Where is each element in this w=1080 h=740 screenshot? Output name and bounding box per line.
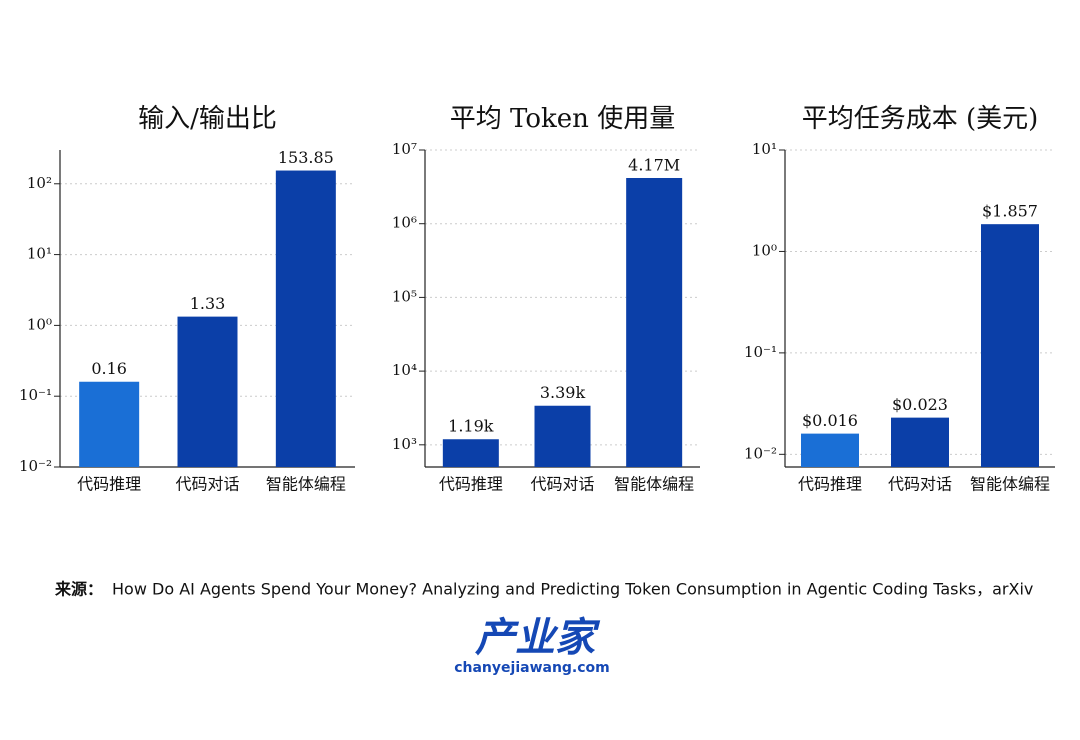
value-label: 4.17M (628, 155, 680, 174)
chart-title: 平均任务成本 (美元) (802, 104, 1039, 134)
y-tick-label: 10⁷ (392, 140, 417, 158)
bar (801, 433, 859, 467)
x-tick-label: 代码对话 (530, 475, 594, 494)
bar (442, 439, 499, 467)
bar (534, 405, 591, 467)
y-tick-label: 10¹ (752, 140, 777, 158)
x-tick-label: 代码推理 (77, 475, 141, 494)
x-tick-label: 代码对话 (888, 475, 952, 494)
logo-name: 产业家 (475, 615, 601, 661)
chart-title: 输入/输出比 (138, 104, 277, 134)
bar (79, 381, 140, 467)
y-tick-label: 10⁰ (27, 315, 52, 333)
value-label: $0.016 (802, 411, 858, 430)
y-tick-label: 10⁻² (744, 444, 777, 462)
x-tick-label: 智能体编程 (970, 475, 1050, 494)
source-label: 来源： (54, 580, 103, 599)
y-tick-label: 10⁻¹ (19, 386, 52, 404)
y-tick-label: 10⁰ (752, 241, 777, 259)
value-label: 3.39k (540, 383, 586, 402)
bar (177, 316, 238, 467)
value-label: $1.857 (982, 202, 1038, 221)
x-tick-label: 代码推理 (798, 475, 862, 494)
source-text: How Do AI Agents Spend Your Money? Analy… (112, 580, 1033, 599)
x-tick-label: 智能体编程 (614, 475, 694, 494)
value-label: 1.19k (448, 417, 494, 436)
bar (626, 177, 683, 467)
y-tick-label: 10³ (392, 435, 417, 453)
y-tick-label: 10⁻¹ (744, 343, 777, 361)
x-tick-label: 代码对话 (175, 475, 239, 494)
y-tick-label: 10⁶ (392, 214, 417, 232)
value-label: 153.85 (278, 148, 334, 167)
value-label: $0.023 (892, 395, 948, 414)
chart-title: 平均 Token 使用量 (450, 104, 675, 134)
x-tick-label: 代码推理 (439, 475, 503, 494)
y-tick-label: 10⁴ (392, 361, 417, 379)
y-tick-label: 10² (27, 174, 52, 192)
y-tick-label: 10⁵ (392, 287, 417, 305)
bar (275, 170, 336, 467)
logo-url: chanyejiawang.com (454, 660, 610, 676)
y-tick-label: 10⁻² (19, 457, 52, 475)
y-tick-label: 10¹ (27, 245, 52, 263)
bar (981, 224, 1039, 467)
x-tick-label: 智能体编程 (266, 475, 346, 494)
bar (891, 417, 949, 467)
value-label: 1.33 (190, 294, 226, 313)
value-label: 0.16 (91, 359, 127, 378)
